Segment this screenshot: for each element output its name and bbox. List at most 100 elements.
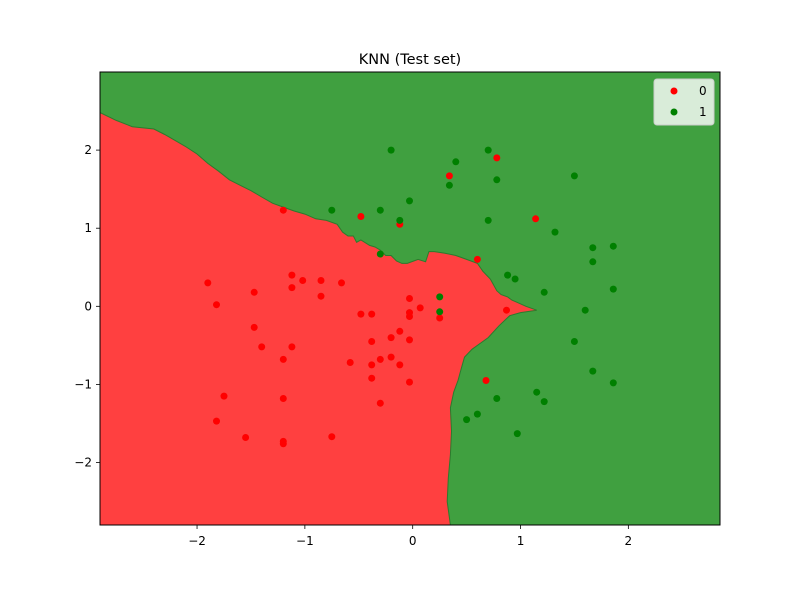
y-tick-label: −2: [74, 456, 92, 470]
point-class-1: [551, 228, 559, 236]
x-tick-label: 2: [625, 534, 633, 548]
point-class-0: [387, 334, 395, 342]
point-class-0: [406, 378, 413, 386]
point-class-1: [445, 181, 453, 189]
point-class-1: [570, 172, 578, 180]
point-class-0: [436, 314, 444, 322]
point-class-0: [406, 295, 413, 302]
point-class-0: [288, 271, 296, 279]
point-class-1: [540, 288, 548, 296]
point-class-0: [204, 279, 212, 287]
point-class-1: [376, 206, 384, 214]
point-class-1: [609, 285, 617, 293]
point-class-0: [368, 310, 376, 318]
point-class-0: [213, 301, 220, 309]
point-class-0: [532, 215, 540, 223]
legend-marker-1: [670, 108, 678, 116]
point-class-1: [387, 146, 395, 154]
x-tick-label: −1: [296, 534, 314, 548]
point-class-0: [220, 392, 228, 400]
y-tick-label: −1: [74, 377, 92, 391]
point-class-0: [493, 154, 501, 162]
legend-marker-0: [670, 87, 678, 95]
point-class-0: [445, 172, 453, 180]
point-class-0: [279, 395, 287, 402]
point-class-1: [493, 176, 501, 184]
point-class-0: [473, 255, 481, 263]
point-class-0: [279, 440, 287, 448]
point-class-1: [473, 410, 481, 418]
x-tick-label: 0: [409, 534, 417, 548]
point-class-1: [581, 306, 589, 314]
point-class-0: [328, 433, 336, 441]
point-class-1: [609, 379, 617, 387]
chart-title: KNN (Test set): [359, 52, 461, 68]
point-class-0: [368, 374, 376, 382]
point-class-0: [250, 323, 258, 331]
point-class-1: [484, 146, 492, 154]
point-class-0: [357, 213, 365, 220]
point-class-0: [503, 306, 510, 314]
legend-box: [653, 78, 715, 126]
point-class-0: [416, 304, 424, 312]
point-class-1: [484, 216, 492, 224]
plot-frame: [99, 71, 721, 526]
point-class-1: [396, 216, 404, 224]
point-class-0: [317, 277, 325, 284]
point-class-0: [288, 284, 296, 292]
y-tick-label: 0: [84, 299, 92, 313]
point-class-1: [513, 430, 521, 438]
point-class-0: [368, 361, 376, 369]
point-class-1: [540, 398, 548, 406]
region-class-0: [100, 112, 537, 525]
point-class-0: [376, 355, 384, 363]
point-class-0: [288, 343, 296, 351]
y-axis: −2 −1 0 1 2: [74, 143, 100, 470]
legend-label-1: 1: [699, 105, 707, 119]
point-class-0: [376, 399, 384, 407]
point-class-0: [406, 313, 413, 320]
point-class-0: [396, 327, 404, 335]
point-class-0: [279, 355, 287, 363]
point-class-0: [258, 343, 266, 351]
point-class-0: [368, 338, 376, 345]
point-class-1: [570, 338, 578, 345]
plot-area: [100, 72, 720, 525]
point-class-0: [357, 310, 365, 318]
point-class-1: [452, 158, 460, 166]
x-tick-label: 1: [517, 534, 525, 548]
x-axis: −2 −1 0 1 2: [188, 525, 632, 548]
point-class-1: [376, 250, 384, 258]
point-class-1: [511, 275, 519, 283]
point-class-0: [213, 417, 220, 425]
point-class-1: [406, 197, 413, 205]
legend: 0 1: [653, 78, 715, 126]
point-class-1: [436, 293, 444, 301]
point-class-0: [387, 353, 395, 361]
point-class-1: [436, 308, 444, 316]
point-class-0: [242, 434, 250, 441]
points-layer: [204, 146, 617, 448]
point-class-0: [279, 206, 287, 214]
point-class-0: [250, 288, 258, 296]
point-class-0: [346, 359, 354, 366]
point-class-1: [328, 206, 336, 214]
point-class-1: [589, 244, 597, 252]
y-tick-label: 1: [84, 221, 92, 235]
point-class-0: [396, 361, 404, 369]
x-tick-label: −2: [188, 534, 206, 548]
point-class-1: [463, 416, 471, 424]
point-class-1: [504, 271, 512, 279]
point-class-1: [609, 242, 617, 250]
point-class-1: [533, 388, 541, 396]
point-class-1: [493, 395, 501, 402]
point-class-0: [406, 336, 413, 344]
legend-label-0: 0: [699, 84, 707, 98]
point-class-0: [317, 292, 325, 300]
point-class-1: [589, 258, 597, 266]
point-class-0: [299, 277, 307, 284]
y-tick-label: 2: [84, 143, 92, 157]
point-class-0: [338, 279, 345, 287]
point-class-0: [482, 377, 490, 384]
